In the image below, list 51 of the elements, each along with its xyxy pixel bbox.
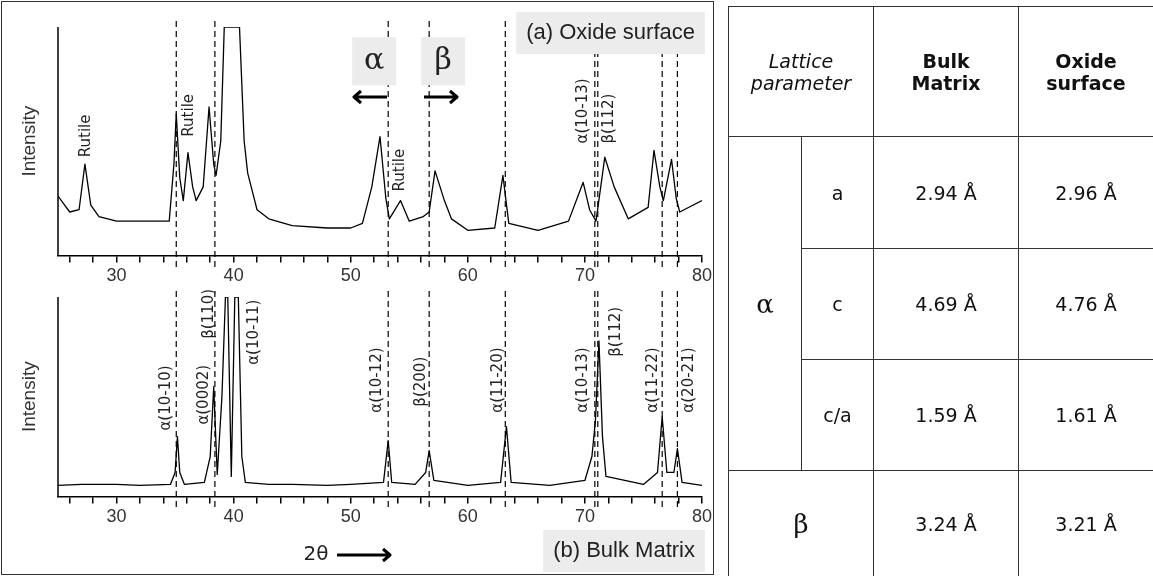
text: 3.21 Å xyxy=(1055,512,1117,535)
annotation: α(10-11) xyxy=(244,299,263,365)
x-tick-label: 50 xyxy=(340,265,361,286)
x-tick-label: 30 xyxy=(106,265,127,286)
x-tick-label: 70 xyxy=(574,265,595,286)
x-tick-label: 40 xyxy=(223,506,244,527)
annotation: (a) Oxide surface xyxy=(526,19,695,45)
annotation: Rutile xyxy=(76,114,95,158)
text: a xyxy=(831,181,844,204)
text: 2.96 Å xyxy=(1055,181,1117,204)
text: 4.76 Å xyxy=(1055,293,1117,315)
annotation: α(11-20) xyxy=(488,347,507,413)
y-axis-title: Intensity xyxy=(18,105,40,177)
annotation: α(11-22) xyxy=(642,347,661,413)
annotation: α(10-12) xyxy=(366,347,385,413)
text: (b) Bulk Matrix xyxy=(553,537,695,563)
annotation: α xyxy=(364,41,385,77)
x-tick-label: 50 xyxy=(340,506,361,527)
annotation: Rutile xyxy=(179,93,198,137)
annotation: β(112) xyxy=(606,306,625,357)
text: c xyxy=(832,293,843,315)
text: 3.24 Å xyxy=(915,512,977,535)
text: 1.61 Å xyxy=(1055,404,1117,426)
text: Bulk Matrix xyxy=(910,49,982,94)
annotation: β(110) xyxy=(199,288,218,339)
text: 4.69 Å xyxy=(915,293,977,315)
annotation: α(20-21) xyxy=(679,347,697,413)
text: Lattice parameter xyxy=(749,49,853,94)
annotation: α(10-13) xyxy=(573,78,592,144)
text: 2θ xyxy=(303,541,329,566)
x-tick-label: 30 xyxy=(106,506,127,527)
annotation: α(10-10) xyxy=(156,365,175,431)
text: 2.94 Å xyxy=(915,181,977,204)
x-tick-label: 80 xyxy=(691,265,712,286)
annotation: Rutile xyxy=(389,148,408,192)
x-tick-label: 80 xyxy=(691,506,712,527)
annotation: α(10-13) xyxy=(573,347,592,413)
annotation: α(0002) xyxy=(194,364,213,425)
x-tick-label: 60 xyxy=(457,265,478,286)
text: c/a xyxy=(823,404,852,426)
annotation: β(200) xyxy=(411,356,430,407)
annotation: β(112) xyxy=(599,93,618,144)
x-tick-label: 60 xyxy=(457,506,478,527)
text: β xyxy=(793,508,809,539)
text: Oxide surface xyxy=(1045,49,1127,94)
text: α xyxy=(756,288,774,319)
text: 1.59 Å xyxy=(915,404,977,426)
x-tick-label: 70 xyxy=(574,506,595,527)
y-axis-title: Intensity xyxy=(18,360,40,433)
annotation: β xyxy=(434,41,452,77)
x-tick-label: 40 xyxy=(223,265,244,286)
